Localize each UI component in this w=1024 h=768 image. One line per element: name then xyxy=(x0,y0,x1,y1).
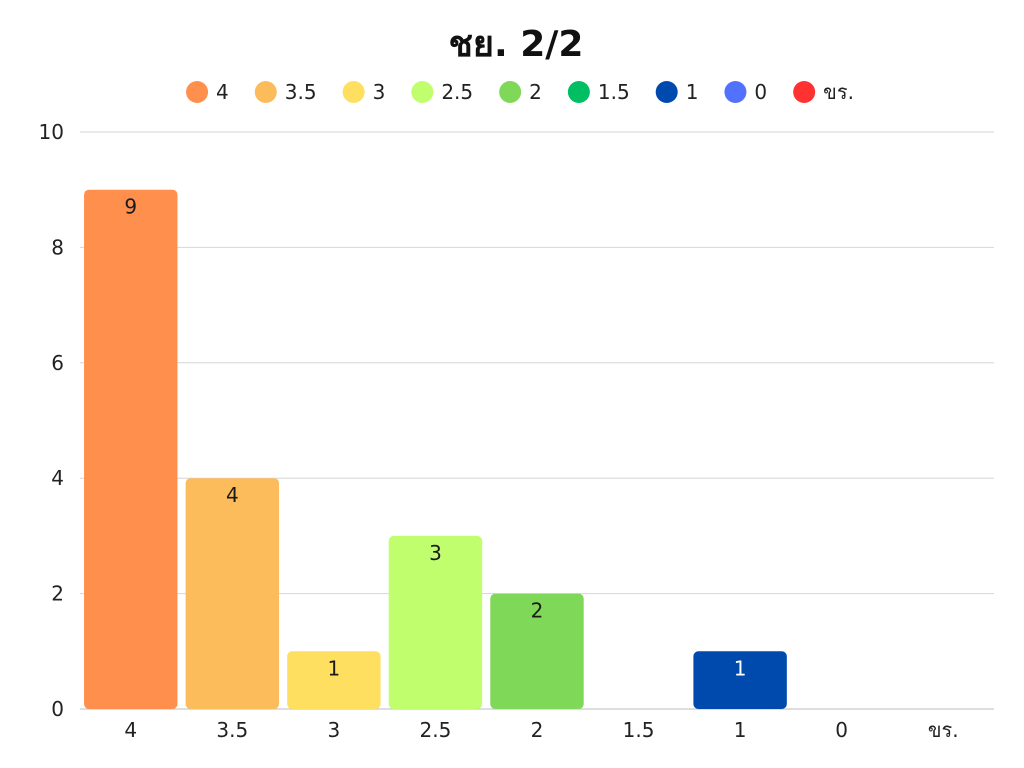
legend-label: 4 xyxy=(216,80,229,104)
y-tick-label: 6 xyxy=(51,351,64,375)
legend-item: 3 xyxy=(342,80,386,104)
bar-5 xyxy=(490,593,584,709)
data-label-2: 4 xyxy=(226,483,239,507)
data-label-4: 3 xyxy=(429,541,442,565)
y-tick-label: 2 xyxy=(51,582,64,606)
legend: 4 3.5 3 2.5 2 1.5 1 0 ขร. xyxy=(186,80,854,104)
bar-2 xyxy=(185,478,280,709)
x-axis: 4 3.5 3 2.5 2 1.5 1 0 ขร. xyxy=(124,718,958,742)
x-tick-label: ขร. xyxy=(928,718,959,742)
bar-4 xyxy=(388,535,483,709)
legend-swatch xyxy=(793,81,816,103)
x-tick-label: 3.5 xyxy=(216,718,248,742)
legend-item: 2.5 xyxy=(411,80,473,104)
data-label-7: 1 xyxy=(734,656,747,680)
legend-label: 2.5 xyxy=(441,80,473,104)
y-tick-label: 0 xyxy=(51,697,64,721)
legend-swatch xyxy=(254,81,277,103)
legend-swatch xyxy=(342,81,365,103)
x-tick-label: 0 xyxy=(835,718,848,742)
y-tick-label: 8 xyxy=(51,235,64,259)
legend-label: 1.5 xyxy=(598,80,630,104)
x-tick-label: 2.5 xyxy=(420,718,452,742)
legend-label: 1 xyxy=(686,80,699,104)
legend-label: 0 xyxy=(754,80,767,104)
bars xyxy=(84,189,787,709)
bar-7 xyxy=(693,651,787,709)
legend-item: 4 xyxy=(186,80,229,104)
x-tick-label: 1 xyxy=(734,718,747,742)
data-label-1: 9 xyxy=(124,195,137,219)
x-tick-label: 2 xyxy=(531,718,544,742)
bar-1 xyxy=(84,189,178,709)
legend-label: 3 xyxy=(373,80,386,104)
data-label-5: 2 xyxy=(531,599,544,623)
data-labels: 9 4 1 3 2 1 xyxy=(124,195,746,681)
legend-label: 2 xyxy=(529,80,542,104)
y-axis: 0 2 4 6 8 10 xyxy=(39,120,64,721)
y-tick-label: 4 xyxy=(51,466,64,490)
legend-swatch xyxy=(655,81,678,103)
chart-title: ชย. 2/2 xyxy=(449,24,584,65)
legend-item: 1.5 xyxy=(567,80,630,104)
y-tick-label: 10 xyxy=(39,120,64,144)
x-tick-label: 1.5 xyxy=(623,718,655,742)
legend-swatch xyxy=(186,81,209,103)
legend-swatch xyxy=(499,81,522,103)
legend-label: ขร. xyxy=(823,80,854,104)
legend-item: 2 xyxy=(499,80,542,104)
x-tick-label: 3 xyxy=(328,718,341,742)
bar-3 xyxy=(287,651,381,709)
legend-item: 3.5 xyxy=(254,80,317,104)
legend-item: 1 xyxy=(655,80,699,104)
legend-swatch xyxy=(411,81,434,103)
legend-item: ขร. xyxy=(793,80,854,104)
legend-label: 3.5 xyxy=(285,80,317,104)
legend-item: 0 xyxy=(724,80,767,104)
data-label-3: 1 xyxy=(328,656,341,680)
legend-swatch xyxy=(724,81,747,103)
legend-swatch xyxy=(567,81,590,103)
x-tick-label: 4 xyxy=(124,718,137,742)
